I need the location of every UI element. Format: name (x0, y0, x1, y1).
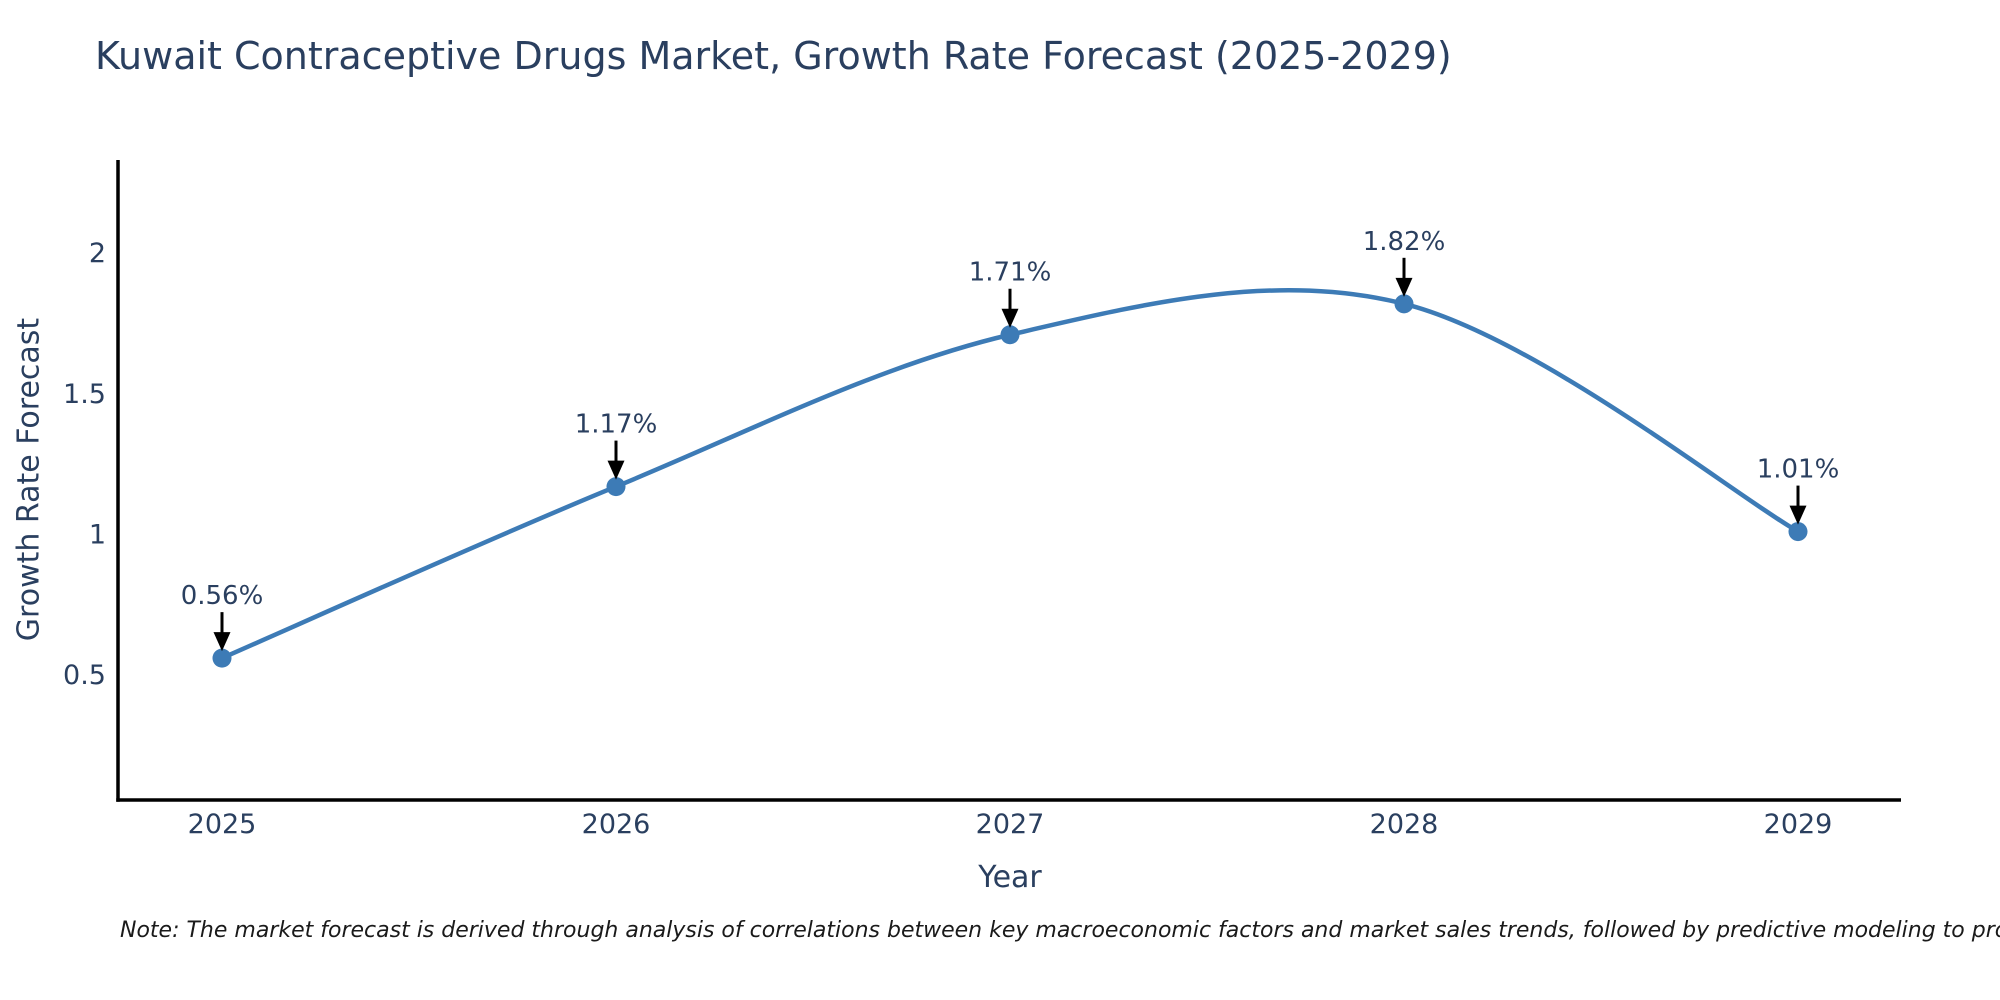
footnote-text: Note: The market forecast is derived thr… (120, 918, 2000, 943)
point-annotation-label: 1.71% (969, 258, 1052, 288)
annotation-arrowhead-icon (213, 632, 231, 652)
point-annotation-label: 0.56% (181, 581, 264, 611)
data-point-marker (1788, 522, 1808, 542)
chart-title: Kuwait Contraceptive Drugs Market, Growt… (95, 34, 1452, 78)
point-annotation-label: 1.01% (1757, 455, 1840, 485)
point-annotation-label: 1.17% (575, 410, 658, 440)
annotation-arrowhead-icon (607, 460, 625, 480)
tick-layer: 0.5 1 1.5 2 2025 2026 2027 2028 2029 (63, 238, 1832, 840)
annotation-arrowhead-icon (1001, 308, 1019, 328)
x-tick-label: 2027 (976, 809, 1045, 840)
point-annotation-label: 1.82% (1363, 227, 1446, 257)
x-tick-label: 2028 (1370, 809, 1439, 840)
x-tick-label: 2026 (582, 809, 651, 840)
y-tick-label: 1.5 (63, 379, 106, 410)
axes-layer (116, 160, 1901, 802)
series-line (219, 288, 1801, 661)
x-axis-title: Year (978, 860, 1042, 895)
x-tick-label: 2029 (1764, 809, 1833, 840)
y-tick-label: 0.5 (63, 660, 106, 691)
data-point-marker (606, 477, 626, 497)
y-tick-label: 1 (89, 519, 106, 550)
annotation-arrowhead-icon (1395, 277, 1413, 297)
series-layer (212, 288, 1808, 668)
data-point-marker (1394, 294, 1414, 314)
data-point-marker (1000, 325, 1020, 345)
x-tick-label: 2025 (188, 809, 257, 840)
y-axis-title: Growth Rate Forecast (11, 317, 47, 642)
y-tick-label: 2 (89, 238, 106, 269)
data-point-marker (212, 648, 232, 668)
annotation-layer: 0.56% 1.17% 1.71% 1.82% 1.01% (181, 227, 1840, 652)
annotation-arrowhead-icon (1789, 505, 1807, 525)
